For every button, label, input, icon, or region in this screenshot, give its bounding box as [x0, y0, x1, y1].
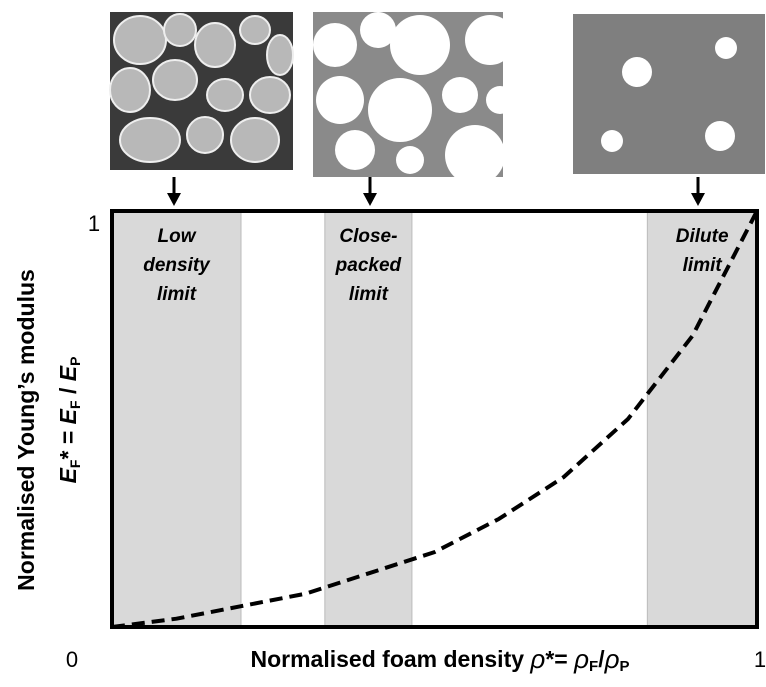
region-label: limit [157, 284, 197, 305]
x-axis-label: Normalised foam density ρ*= ρF/ρP [251, 644, 630, 675]
region-label: packed [335, 255, 402, 276]
image-dilute [573, 14, 765, 174]
image-close-packed [313, 12, 530, 185]
dashed-curve [111, 210, 759, 629]
x-tick-label: 1 [754, 647, 766, 672]
region-label: density [143, 255, 211, 276]
shaded-region [324, 210, 413, 628]
curve-group [111, 210, 759, 629]
y-tick-label: 1 [88, 211, 100, 236]
plot-frame [110, 209, 759, 629]
region-label: limit [349, 284, 389, 305]
shaded-region [111, 210, 242, 628]
region-label: Close- [339, 226, 397, 247]
image-low-density [109, 12, 294, 170]
x-tick-label: 0 [66, 647, 78, 672]
regions: Low density limit Close-packed limit Dilute li… [111, 210, 758, 628]
region-label: Dilute [676, 226, 729, 247]
y-axis-formula: EF* = EF / EP [55, 357, 83, 484]
region-label: Low [158, 226, 197, 247]
y-axis-label: Normalised Young’s modulus [13, 269, 39, 591]
arrows [167, 177, 705, 206]
region-label: limit [683, 255, 723, 276]
